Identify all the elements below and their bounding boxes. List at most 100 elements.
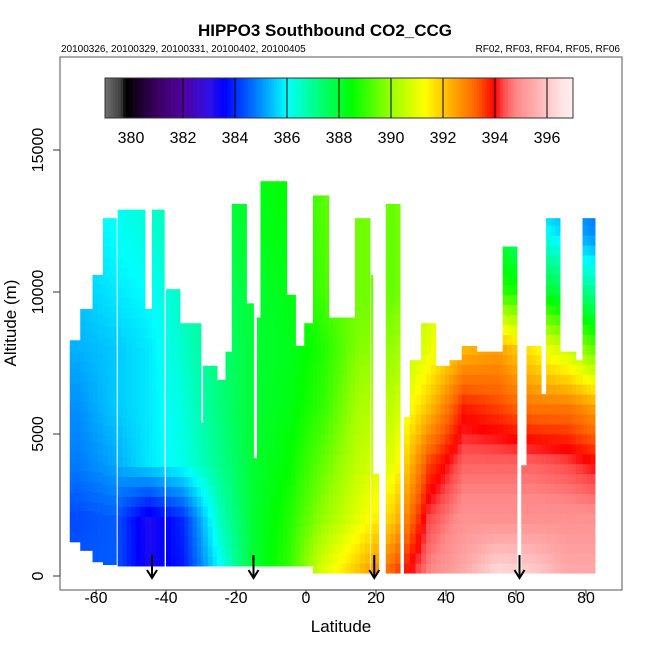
heatmap-cell [152, 228, 157, 239]
heatmap-cell [236, 536, 242, 547]
heatmap-cell [449, 463, 454, 475]
heatmap-cell [481, 553, 486, 564]
heatmap-cell [152, 377, 157, 388]
heatmap-cell [560, 543, 565, 554]
heatmap-cell [304, 387, 310, 398]
heatmap-cell [395, 463, 401, 475]
heatmap-cell [203, 397, 209, 408]
heatmap-cell [421, 434, 427, 445]
heatmap-cell [131, 287, 137, 299]
heatmap-cell [550, 503, 556, 514]
heatmap-cell [269, 228, 275, 239]
heatmap-cell [152, 357, 157, 368]
heatmap-cell [111, 405, 117, 416]
heatmap-cell [502, 284, 508, 296]
heatmap-cell [188, 337, 193, 348]
heatmap-cell [140, 337, 146, 348]
heatmap-cell [180, 377, 185, 388]
heatmap-cell [257, 426, 261, 438]
heatmap-cell [291, 516, 296, 527]
x-axis-label: Latitude [311, 617, 372, 636]
heatmap-cell [550, 354, 556, 365]
heatmap-cell [550, 414, 556, 425]
heatmap-cell [457, 384, 463, 395]
heatmap-cell [225, 496, 233, 507]
heatmap-cell [421, 563, 427, 574]
heatmap-cell [148, 546, 153, 557]
heatmap-cell [196, 446, 202, 458]
heatmap-cell [97, 492, 104, 503]
heatmap-cell [69, 472, 76, 483]
heatmap-cell [145, 506, 149, 517]
heatmap-cell [231, 218, 238, 229]
heatmap-cell [461, 414, 468, 425]
heatmap-cell [236, 416, 242, 428]
colorbar-segment [253, 78, 257, 118]
heatmap-cell [498, 463, 504, 475]
heatmap-cell [145, 466, 149, 477]
heatmap-cell [385, 533, 391, 544]
heatmap-cell [320, 553, 326, 564]
heatmap-cell [316, 274, 322, 286]
heatmap-cell [126, 556, 132, 567]
heatmap-cell [320, 304, 326, 316]
heatmap-cell [84, 431, 89, 442]
heatmap-cell [269, 446, 275, 458]
heatmap-cell [166, 536, 172, 547]
heatmap-cell [395, 364, 401, 375]
heatmap-cell [365, 543, 371, 554]
heatmap-cell [291, 536, 296, 547]
heatmap-cell [97, 392, 104, 404]
heatmap-cell [180, 546, 185, 557]
heatmap-cell [282, 387, 288, 398]
heatmap-cell [365, 265, 371, 276]
heatmap-cell [192, 526, 198, 537]
heatmap-cell [390, 225, 396, 236]
heatmap-cell [175, 317, 181, 328]
colorbar-segment [445, 78, 449, 118]
heatmap-cell [145, 456, 149, 468]
heatmap-cell [246, 486, 251, 497]
heatmap-cell [140, 287, 146, 299]
heatmap-cell [278, 397, 283, 408]
heatmap-cell [97, 303, 104, 314]
colorbar-tick-label: 384 [222, 130, 249, 147]
heatmap-cell [560, 533, 565, 544]
heatmap-cell [333, 553, 338, 564]
heatmap-cell [80, 470, 85, 482]
heatmap-cell [575, 404, 583, 415]
heatmap-cell [341, 374, 347, 385]
heatmap-cell [476, 463, 482, 475]
heatmap-cell [145, 556, 149, 567]
heatmap-cell [560, 453, 565, 465]
heatmap-cell [507, 434, 513, 445]
heatmap-cell [304, 426, 310, 438]
heatmap-cell [304, 337, 310, 348]
heatmap-cell [426, 394, 432, 405]
heatmap-cell [521, 523, 527, 534]
heatmap-cell [555, 255, 561, 266]
heatmap-cell [135, 297, 141, 309]
heatmap-cell [217, 516, 222, 527]
heatmap-cell [471, 503, 478, 514]
heatmap-cell [582, 274, 588, 286]
heatmap-cell [371, 414, 374, 425]
heatmap-cell [166, 387, 172, 398]
heatmap-cell [350, 503, 356, 514]
colorbar-segment [289, 78, 293, 118]
heatmap-cell [395, 513, 401, 524]
heatmap-cell [236, 546, 242, 557]
heatmap-cell [346, 364, 352, 375]
heatmap-cell [590, 284, 596, 296]
heatmap-cell [126, 267, 132, 279]
heatmap-cell [489, 533, 495, 544]
heatmap-cell [316, 354, 322, 365]
heatmap-cell [308, 397, 314, 408]
heatmap-cell [140, 506, 146, 517]
heatmap-cell [550, 384, 556, 395]
heatmap-cell [175, 456, 181, 468]
colorbar-segment [469, 78, 472, 118]
heatmap-cell [449, 553, 454, 564]
heatmap-cell [316, 245, 322, 256]
heatmap-cell [175, 327, 181, 338]
